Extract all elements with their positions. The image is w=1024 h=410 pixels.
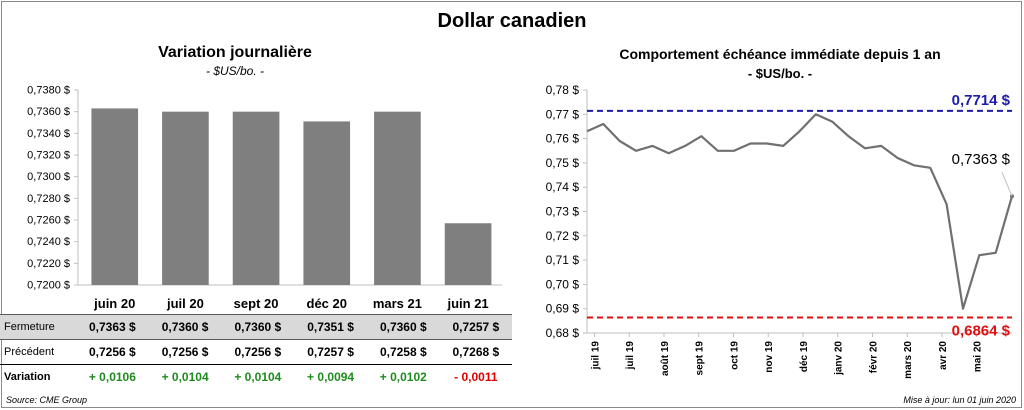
min-value-label: 0,6864 $ xyxy=(952,322,1011,339)
line-x-tick-label: oct 19 xyxy=(729,341,740,370)
table-cell: 0,7258 $ xyxy=(366,339,440,365)
right-chart-subtitle: - $US/bo. - xyxy=(747,66,813,81)
bar xyxy=(303,121,351,286)
line-y-tick-label: 0,71 $ xyxy=(546,253,580,267)
line-x-tick-label: févr 20 xyxy=(868,341,879,374)
bar-x-tick-label: sept 20 xyxy=(234,296,279,311)
line-x-tick-label: mai 20 xyxy=(973,341,984,373)
one-year-line-chart: 0,68 $ 0,69 $ 0,70 $ 0,71 $ 0,72 $ 0,73 $ 0,74… xyxy=(546,83,1014,379)
table-cell: 0,7257 $ xyxy=(294,339,367,365)
line-x-tick-label: août 19 xyxy=(660,341,671,376)
table-cell: + 0,0104 xyxy=(161,370,209,385)
line-y-tick-label: 0,72 $ xyxy=(546,229,580,243)
left-chart-subtitle: - $US/bo. - xyxy=(205,64,265,78)
table-cell: 0,7360 $ xyxy=(148,314,222,340)
last-value-label: 0,7363 $ xyxy=(952,151,1011,168)
bar-y-tick-label: 0,7360 $ xyxy=(27,106,70,118)
bar-x-tick-label: déc 20 xyxy=(307,296,347,311)
table-row-fermeture: Fermeture 0,7363 $ 0,7360 $ 0,7360 $ 0,7… xyxy=(0,314,512,340)
table-cell: 0,7363 $ xyxy=(76,314,149,340)
right-chart-title: Comportement échéance immédiate depuis 1… xyxy=(619,46,941,62)
table-row-variation: Variation + 0,0106 + 0,0104 + 0,0104 + 0… xyxy=(0,365,512,390)
line-y-tick-label: 0,68 $ xyxy=(546,326,580,340)
line-y-tick-label: 0,70 $ xyxy=(546,277,580,291)
table-cell: 0,7268 $ xyxy=(439,339,512,365)
bar-y-tick-label: 0,7280 $ xyxy=(27,193,70,205)
row-label: Fermeture xyxy=(0,314,76,340)
bar-y-tick-label: 0,7240 $ xyxy=(27,236,70,248)
update-note: Mise à jour: lun 01 juin 2020 xyxy=(903,395,1016,405)
table-cell: + 0,0094 xyxy=(307,370,355,385)
table-cell: 0,7257 $ xyxy=(439,314,512,340)
table-row-precedent: Précédent 0,7256 $ 0,7256 $ 0,7256 $ 0,7… xyxy=(0,339,512,365)
line-y-tick-label: 0,77 $ xyxy=(546,107,580,121)
left-chart-title: Variation journalière xyxy=(158,44,312,61)
line-y-tick-label: 0,75 $ xyxy=(546,156,580,170)
bar xyxy=(91,108,139,286)
line-x-tick-label: déc 19 xyxy=(799,341,810,373)
row-label: Variation xyxy=(4,371,51,384)
line-x-tick-label: juil 19 xyxy=(590,341,601,371)
line-y-tick-label: 0,73 $ xyxy=(546,205,580,219)
bar xyxy=(374,111,421,286)
source-note: Source: CME Group xyxy=(6,395,88,405)
bar-x-tick-label: mars 21 xyxy=(373,296,422,311)
last-value-leader xyxy=(1001,171,1013,197)
line-y-tick-label: 0,69 $ xyxy=(546,302,580,316)
bar-x-tick-label: juin 20 xyxy=(93,296,135,311)
bar-y-tick-label: 0,7340 $ xyxy=(27,128,70,140)
bar-x-tick-label: juil 20 xyxy=(166,296,204,311)
table-cell: + 0,0106 xyxy=(88,370,136,385)
daily-variation-bar-chart: 0,7200 $ 0,7220 $ 0,7240 $ 0,7260 $ 0,7280 $… xyxy=(27,85,502,311)
table-cell: 0,7256 $ xyxy=(148,339,222,365)
bar-y-tick-label: 0,7300 $ xyxy=(27,171,70,183)
bar-y-tick-label: 0,7260 $ xyxy=(27,215,70,227)
line-x-tick-label: janv 20 xyxy=(834,341,845,376)
bar-y-tick-label: 0,7200 $ xyxy=(27,280,70,292)
table-cell: 0,7256 $ xyxy=(76,339,149,365)
bar-x-tick-label: juin 21 xyxy=(446,296,488,311)
line-x-tick-label: avr 20 xyxy=(938,341,949,370)
contracts-table: Fermeture 0,7363 $ 0,7360 $ 0,7360 $ 0,7… xyxy=(0,314,512,390)
line-x-tick-label: mars 20 xyxy=(903,341,914,379)
bar xyxy=(162,111,209,286)
line-x-tick-label: nov 19 xyxy=(764,341,775,373)
table-cell: 0,7360 $ xyxy=(221,314,295,340)
table-cell: 0,7256 $ xyxy=(221,339,295,365)
price-line xyxy=(586,113,1014,310)
line-x-tick-label: juil 19 xyxy=(625,341,636,371)
table-cell: + 0,0104 xyxy=(234,370,282,385)
line-y-tick-label: 0,74 $ xyxy=(546,180,580,194)
bar-y-tick-label: 0,7220 $ xyxy=(27,258,70,270)
bar-y-tick-label: 0,7320 $ xyxy=(27,150,70,162)
line-x-tick-label: sept 19 xyxy=(695,341,706,376)
bar xyxy=(232,111,280,286)
table-cell: 0,7351 $ xyxy=(294,314,367,340)
max-value-label: 0,7714 $ xyxy=(952,92,1011,109)
line-y-tick-label: 0,76 $ xyxy=(546,132,580,146)
table-cell: - 0,0011 xyxy=(454,370,498,385)
table-cell: 0,7360 $ xyxy=(366,314,440,340)
table-cell: + 0,0102 xyxy=(379,370,427,385)
line-y-tick-label: 0,78 $ xyxy=(546,83,580,97)
bar-y-tick-label: 0,7380 $ xyxy=(27,85,70,97)
page-title: Dollar canadien xyxy=(437,10,587,32)
bar xyxy=(444,223,492,285)
row-label: Précédent xyxy=(0,339,76,365)
